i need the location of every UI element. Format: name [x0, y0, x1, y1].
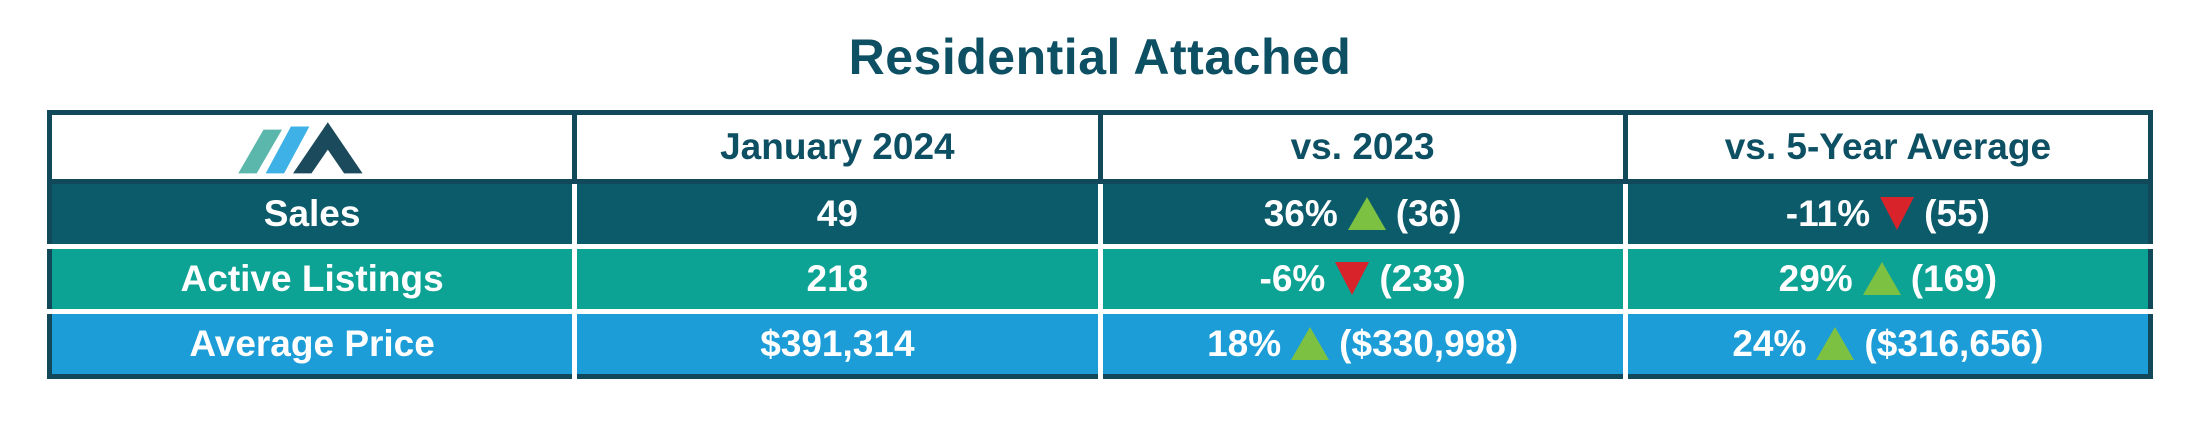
- table-row-active-listings: Active Listings 218 -6% (233) 29% (169): [49, 244, 2151, 312]
- table-row-average-price: Average Price $391,314 18% ($330,998) 24%…: [49, 309, 2151, 377]
- sales-current-value: 49: [572, 181, 1100, 247]
- sales-vs-2023-ref: (36): [1395, 193, 1462, 234]
- sales-vs-5yr-pct: -11%: [1785, 193, 1871, 234]
- trend-down-icon: [1880, 197, 1915, 230]
- column-header-vs-5-year-average: vs. 5-Year Average: [1622, 112, 2151, 184]
- trend-down-icon: [1335, 262, 1370, 295]
- logo-stripe-teal: [238, 129, 283, 174]
- active-listings-vs-2023-cell: -6% (233): [1097, 244, 1626, 312]
- stats-table: January 2024 vs. 2023 vs. 5-Year Average…: [47, 110, 2153, 379]
- row-label-active-listings: Active Listings: [49, 244, 575, 312]
- active-listings-vs-5yr-pct: 29%: [1778, 258, 1853, 299]
- logo-stripe-blue: [265, 126, 310, 174]
- active-listings-vs-2023-pct: -6%: [1259, 258, 1326, 299]
- active-listings-vs-5yr-ref: (169): [1910, 258, 1998, 299]
- column-header-vs-2023: vs. 2023: [1097, 112, 1626, 184]
- active-listings-current-value: 218: [572, 244, 1100, 312]
- logo-cell: [49, 112, 575, 184]
- trend-up-icon: [1291, 327, 1330, 360]
- sales-vs-5yr-ref: (55): [1924, 193, 1990, 234]
- column-header-january-2024: January 2024: [572, 112, 1100, 184]
- row-label-average-price: Average Price: [49, 309, 575, 377]
- average-price-vs-2023-pct: 18%: [1207, 323, 1282, 364]
- average-price-vs-5yr-pct: 24%: [1732, 323, 1807, 364]
- average-price-vs-5yr-cell: 24% ($316,656): [1622, 309, 2151, 377]
- active-listings-vs-2023-ref: (233): [1379, 258, 1466, 299]
- table-row-sales: Sales 49 36% (36) -11% (55): [49, 181, 2151, 247]
- average-price-vs-2023-cell: 18% ($330,998): [1097, 309, 1626, 377]
- sales-vs-2023-cell: 36% (36): [1097, 181, 1626, 247]
- brand-roof-logo-icon: [238, 122, 363, 174]
- sales-vs-2023-pct: 36%: [1263, 193, 1338, 234]
- logo-roof-chevron: [293, 122, 363, 174]
- row-label-sales: Sales: [49, 181, 575, 247]
- active-listings-vs-5yr-cell: 29% (169): [1622, 244, 2151, 312]
- page-title: Residential Attached: [848, 29, 1352, 85]
- sales-vs-5yr-cell: -11% (55): [1622, 181, 2151, 247]
- average-price-current-value: $391,314: [572, 309, 1100, 377]
- header-row: January 2024 vs. 2023 vs. 5-Year Average: [49, 112, 2151, 184]
- average-price-vs-2023-ref: ($330,998): [1339, 323, 1519, 364]
- average-price-vs-5yr-ref: ($316,656): [1864, 323, 2044, 364]
- trend-up-icon: [1816, 327, 1855, 360]
- trend-up-icon: [1347, 197, 1386, 230]
- trend-up-icon: [1862, 262, 1901, 295]
